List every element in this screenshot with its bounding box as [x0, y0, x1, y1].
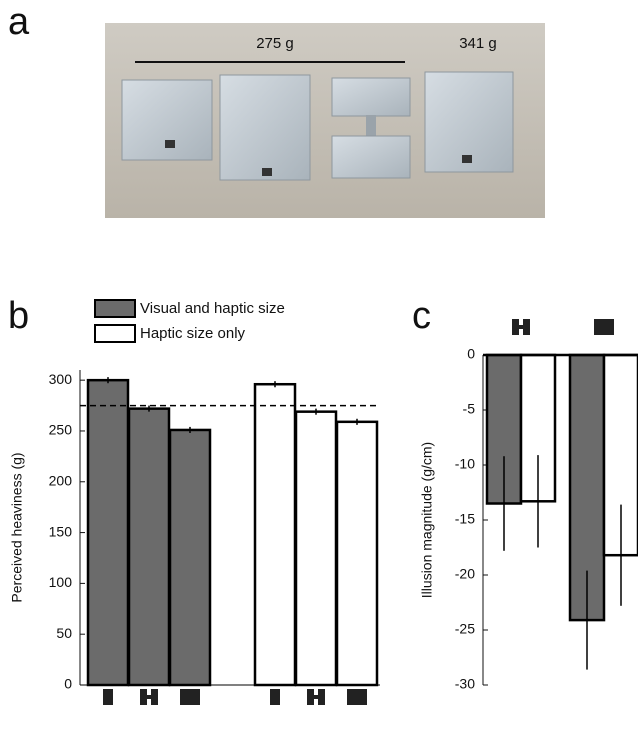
y-tick-label: 50 [56, 625, 72, 641]
category-icon [103, 689, 113, 705]
bar [253, 382, 297, 687]
panel-label: c [412, 295, 431, 337]
y-tick-label: 150 [49, 523, 73, 539]
y-tick-label: -5 [463, 401, 476, 417]
category-icon [318, 689, 325, 705]
bar [335, 420, 379, 687]
y-axis-label: Perceived heaviness (g) [9, 452, 25, 602]
y-tick-label: 0 [64, 676, 72, 692]
y-tick-label: -20 [455, 566, 475, 582]
category-icon [180, 689, 200, 705]
y-tick-label: 250 [49, 422, 73, 438]
y-tick-label: 100 [49, 574, 73, 590]
legend-label: Visual and haptic size [140, 300, 285, 317]
legend-swatch [94, 299, 136, 318]
category-icon [307, 689, 314, 705]
category-icon [594, 319, 614, 335]
category-icon [347, 689, 367, 705]
y-tick-label: 200 [49, 472, 73, 488]
category-icon [512, 319, 519, 335]
category-icon [313, 695, 319, 699]
y-tick-label: -10 [455, 456, 475, 472]
legend-label: Haptic size only [140, 325, 246, 342]
bar [86, 378, 130, 687]
category-icon [518, 325, 524, 329]
panel-label: b [8, 295, 29, 337]
category-icon [140, 689, 147, 705]
y-tick-label: -15 [455, 511, 475, 527]
photo-label: 275 g [256, 35, 294, 52]
y-tick-label: 300 [49, 371, 73, 387]
y-tick-label: 0 [467, 346, 475, 362]
photo-label: 341 g [459, 35, 497, 52]
category-icon [523, 319, 530, 335]
y-axis-label: Illusion magnitude (g/cm) [419, 442, 435, 598]
category-icon [151, 689, 158, 705]
category-icon [270, 689, 280, 705]
photo: 275 g 341 g [105, 23, 545, 218]
bar [168, 428, 212, 687]
legend-swatch [94, 324, 136, 343]
y-tick-label: -30 [455, 676, 475, 692]
panel-label: a [8, 1, 30, 43]
bar [127, 407, 171, 687]
bar [294, 410, 338, 687]
category-icon [146, 695, 152, 699]
y-tick-label: -25 [455, 621, 475, 637]
